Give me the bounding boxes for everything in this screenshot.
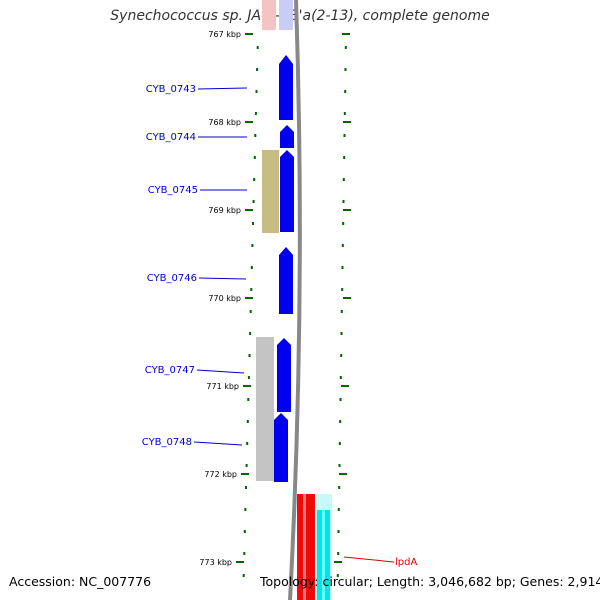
guide-dash — [338, 486, 341, 489]
guide-dash — [243, 552, 246, 555]
guide-dash — [253, 178, 256, 181]
feature-top-lavender — [279, 0, 293, 30]
tick-label: 772 kbp — [204, 470, 237, 479]
guide-dash — [343, 134, 346, 137]
guide-dash — [337, 508, 340, 511]
tick-label: 767 kbp — [208, 30, 241, 39]
gene-CYB_0746-arrow[interactable] — [279, 247, 293, 314]
guide-dash — [247, 398, 250, 401]
guide-dash — [249, 310, 252, 313]
guide-dash — [245, 464, 248, 467]
guide-dash — [342, 178, 345, 181]
guide-dash — [342, 200, 345, 203]
guide-dash — [339, 420, 342, 423]
gene-label-CYB_0747[interactable]: CYB_0747 — [145, 365, 195, 376]
guide-dash — [344, 90, 347, 93]
guide-dash — [246, 420, 249, 423]
gene-lpdA-highlight — [303, 494, 306, 600]
gene-label-CYB_0746[interactable]: CYB_0746 — [147, 273, 197, 284]
feature-top-pink — [262, 0, 276, 30]
guide-dash — [248, 354, 251, 357]
guide-dash — [252, 222, 254, 225]
track-guides — [242, 46, 347, 577]
guide-dash — [337, 530, 340, 533]
guide-dash — [342, 222, 345, 225]
gene-CYB_0748-arrow[interactable] — [274, 413, 288, 482]
guide-dash — [343, 112, 346, 115]
guide-dash — [339, 398, 342, 401]
tick-label: 768 kbp — [208, 118, 241, 127]
topology-info-text: Topology: circular; Length: 3,046,682 bp… — [260, 574, 600, 589]
guide-dash — [340, 354, 343, 357]
scale-ticks: 767 kbp 768 kbp 769 kbp 770 kbp 771 kbp … — [199, 30, 351, 567]
guide-dash — [249, 332, 252, 335]
guide-dash — [245, 486, 247, 489]
guide-dash — [254, 112, 257, 115]
gene-CYB_0743-arrow[interactable] — [279, 55, 293, 120]
gene-label-CYB_0743[interactable]: CYB_0743 — [146, 84, 196, 95]
guide-dash — [336, 574, 339, 577]
guide-dash — [250, 288, 253, 291]
gene-arrows — [274, 55, 294, 482]
guide-dash — [255, 90, 258, 93]
tick-label: 771 kbp — [206, 382, 239, 391]
tick-label: 770 kbp — [208, 294, 241, 303]
guide-dash — [344, 46, 347, 49]
gene-leader-line — [343, 556, 395, 563]
guide-dash — [256, 46, 259, 49]
map-title: Synechococcus sp. JA-2-3B'a(2-13), compl… — [110, 8, 490, 24]
guide-dash — [340, 310, 343, 313]
feature-grey — [256, 337, 274, 481]
guide-dash — [252, 200, 255, 203]
gene-label-CYB_0748[interactable]: CYB_0748 — [142, 437, 192, 448]
gene-CYB_0745-arrow[interactable] — [280, 150, 294, 232]
guide-dash — [344, 68, 347, 71]
guide-dash — [339, 376, 342, 379]
gene-CYB_0747-arrow[interactable] — [277, 338, 291, 412]
guide-dash — [254, 134, 257, 137]
guide-dash — [243, 530, 246, 533]
guide-dash — [337, 552, 340, 555]
guide-dash — [244, 508, 247, 511]
guide-dash — [340, 332, 343, 335]
guide-dash — [247, 376, 250, 379]
guide-dash — [246, 442, 249, 445]
guide-dash — [343, 156, 346, 159]
gene-leader-line — [196, 369, 245, 374]
feature-khaki — [262, 150, 279, 233]
gene-labels: CYB_0743 CYB_0744 CYB_0745 CYB_0746 CYB_… — [142, 84, 418, 568]
guide-dash — [341, 266, 344, 269]
guide-dash — [341, 244, 344, 247]
guide-dash — [253, 156, 256, 159]
gene-CYB_0744-arrow[interactable] — [280, 125, 294, 148]
genome-backbone — [288, 0, 302, 600]
guide-dash — [250, 266, 253, 269]
guide-dash — [242, 574, 245, 577]
guide-dash — [251, 244, 254, 247]
accession-text: Accession: NC_007776 — [9, 574, 152, 589]
guide-dash — [341, 288, 344, 291]
gene-label-CYB_0744[interactable]: CYB_0744 — [146, 132, 196, 143]
gene-leader-line — [198, 277, 247, 280]
gene-label-lpdA[interactable]: lpdA — [395, 557, 417, 568]
tick-label: 773 kbp — [199, 558, 232, 567]
gene-leader-line — [193, 441, 243, 446]
feature-cyan-highlight — [322, 510, 325, 600]
guide-dash — [338, 464, 341, 467]
guide-dash — [256, 68, 259, 71]
guide-dash — [338, 442, 341, 445]
gene-leader-line — [197, 87, 248, 90]
tick-label: 769 kbp — [208, 206, 241, 215]
gene-label-CYB_0745[interactable]: CYB_0745 — [148, 185, 198, 196]
